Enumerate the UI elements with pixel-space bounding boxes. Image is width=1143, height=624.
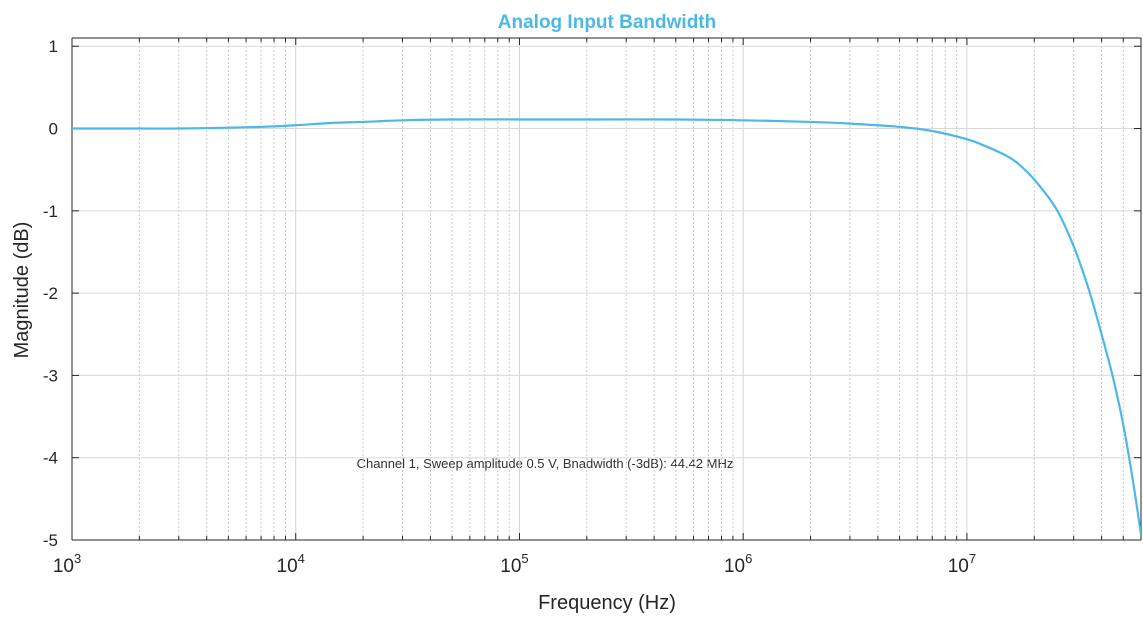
y-tick-label: -5: [43, 531, 58, 550]
x-axis-label: Frequency (Hz): [538, 592, 676, 614]
y-tick-label: -3: [43, 366, 58, 385]
y-axis-label: Magnitude (dB): [11, 222, 33, 359]
y-tick-label: 1: [49, 37, 58, 56]
y-tick-label: -4: [43, 449, 58, 468]
x-tick-label: 105: [500, 551, 528, 577]
y-tick-label: -2: [43, 284, 58, 303]
x-tick-label: 104: [277, 551, 305, 577]
x-tick-label: 103: [53, 551, 81, 577]
y-tick-label: 0: [49, 120, 58, 139]
x-tick-label: 106: [724, 551, 752, 577]
x-tick-exponent: 7: [969, 551, 976, 566]
x-tick-label: 107: [948, 551, 976, 577]
series-line: [72, 118, 1141, 535]
x-tick-exponent: 4: [298, 551, 305, 566]
chart-annotation: Channel 1, Sweep amplitude 0.5 V, Bnadwi…: [357, 456, 734, 471]
x-tick-exponent: 5: [521, 551, 528, 566]
chart-title: Analog Input Bandwidth: [498, 12, 716, 33]
y-tick-label: -1: [43, 202, 58, 221]
x-tick-exponent: 3: [74, 551, 81, 566]
plot-layer: 103 104 105 106 107 1 0 -1 -2 -3 -4 -5: [43, 37, 1142, 577]
x-tick-exponent: 6: [745, 551, 752, 566]
